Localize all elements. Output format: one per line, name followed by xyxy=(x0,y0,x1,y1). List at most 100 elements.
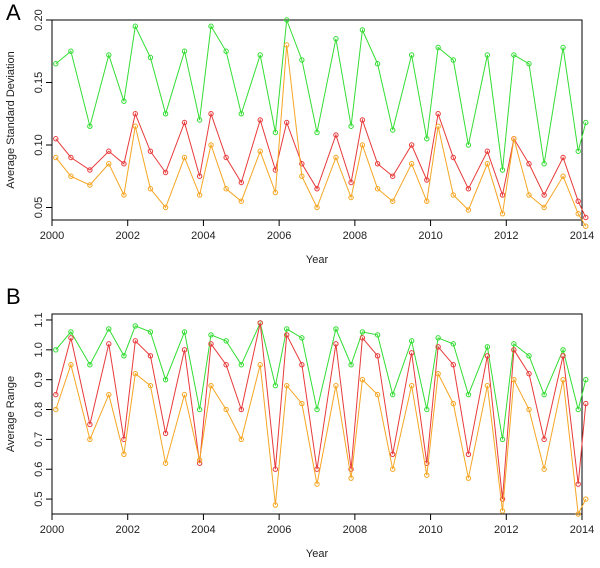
data-point xyxy=(314,481,320,487)
x-tick-label: 2004 xyxy=(191,230,215,242)
data-point xyxy=(238,111,244,117)
data-point xyxy=(560,353,566,359)
data-point xyxy=(484,353,491,359)
data-point xyxy=(424,406,430,413)
y-tick-label: 1.0 xyxy=(33,342,45,357)
data-point xyxy=(132,111,138,117)
data-point xyxy=(87,421,93,428)
data-point xyxy=(162,376,169,383)
data-point xyxy=(87,182,93,188)
data-point xyxy=(223,186,229,192)
data-point xyxy=(541,391,547,398)
data-point xyxy=(465,142,472,148)
data-point xyxy=(238,406,244,413)
data-point xyxy=(435,111,441,117)
data-point xyxy=(68,335,74,341)
y-tick-label: 0.15 xyxy=(33,72,45,93)
data-point xyxy=(314,129,320,136)
series-line-1 xyxy=(55,322,587,500)
y-tick-label: 1.1 xyxy=(33,312,45,327)
data-point xyxy=(299,400,305,407)
data-point xyxy=(53,154,59,161)
data-point xyxy=(424,136,430,142)
data-point xyxy=(284,17,290,23)
data-point xyxy=(147,54,154,61)
data-point xyxy=(314,466,320,472)
data-point xyxy=(68,48,74,54)
data-point xyxy=(87,123,93,129)
series-line-0 xyxy=(55,19,587,171)
data-point xyxy=(284,42,290,48)
x-tick-label: 2000 xyxy=(40,230,64,242)
data-point xyxy=(374,161,381,167)
data-point xyxy=(223,48,229,54)
data-point xyxy=(181,119,188,126)
plot-frame xyxy=(51,313,583,515)
data-point xyxy=(541,161,547,167)
data-point xyxy=(196,117,203,123)
data-point xyxy=(53,136,59,142)
data-point xyxy=(583,119,589,126)
data-point xyxy=(408,382,415,389)
data-point xyxy=(499,508,506,514)
data-point xyxy=(575,481,581,487)
data-point xyxy=(106,341,112,347)
data-point xyxy=(408,338,415,344)
data-point xyxy=(424,198,430,204)
data-point xyxy=(106,52,112,58)
data-point xyxy=(121,192,127,198)
y-tick-label: 0.5 xyxy=(33,491,45,506)
data-point xyxy=(359,117,366,123)
data-point xyxy=(465,451,472,457)
x-tick-label: 2014 xyxy=(570,230,594,242)
data-point xyxy=(299,57,305,63)
x-tick-label: 2002 xyxy=(115,230,139,242)
data-point xyxy=(359,27,366,33)
data-point xyxy=(333,341,339,347)
data-point xyxy=(450,154,456,161)
x-tick-label: 2006 xyxy=(267,230,291,242)
data-point xyxy=(181,48,188,54)
data-point xyxy=(541,192,547,198)
data-point xyxy=(374,332,381,338)
y-tick-label: 0.7 xyxy=(33,432,45,447)
data-point xyxy=(526,406,532,413)
data-point xyxy=(121,161,127,167)
data-point xyxy=(526,161,532,167)
data-point xyxy=(465,186,472,192)
data-point xyxy=(390,198,396,204)
data-point xyxy=(450,400,456,407)
data-point xyxy=(511,347,517,353)
data-point xyxy=(359,376,366,383)
data-point xyxy=(541,466,547,472)
data-point xyxy=(560,154,566,161)
chart-b-svg: 2000 2002 2004 2006 2008 2010 2012 2014 0.5 0.6 0.… xyxy=(5,312,594,560)
data-point xyxy=(511,136,517,142)
data-point xyxy=(450,192,456,198)
data-point xyxy=(272,382,279,389)
data-point xyxy=(162,204,169,211)
data-point xyxy=(284,119,290,126)
data-point xyxy=(208,23,214,29)
data-point xyxy=(87,362,93,368)
data-point xyxy=(560,44,566,51)
data-point xyxy=(87,436,93,443)
chart-panel-a: A 2000 2002 2004 2006 2008 2010 2012 2014 0.05 0.… xyxy=(5,0,594,266)
data-point xyxy=(272,189,279,196)
data-point xyxy=(208,142,214,148)
data-point xyxy=(499,496,506,502)
data-point xyxy=(450,362,456,368)
data-point xyxy=(53,61,59,67)
x-axis-title: Year xyxy=(306,254,329,266)
chart-panel-b: B 2000 2002 2004 2006 2008 2010 2012 2014 0.5 0.6… xyxy=(0,284,600,568)
data-point xyxy=(575,406,581,413)
data-point xyxy=(390,451,396,457)
x-tick-label: 2008 xyxy=(343,524,367,536)
data-point xyxy=(484,52,491,58)
data-point xyxy=(314,186,320,192)
data-point xyxy=(575,148,581,154)
data-point xyxy=(196,460,203,466)
y-axis-title: Average Standard Deviation xyxy=(5,51,17,188)
data-point xyxy=(257,52,263,58)
data-point xyxy=(162,460,169,466)
